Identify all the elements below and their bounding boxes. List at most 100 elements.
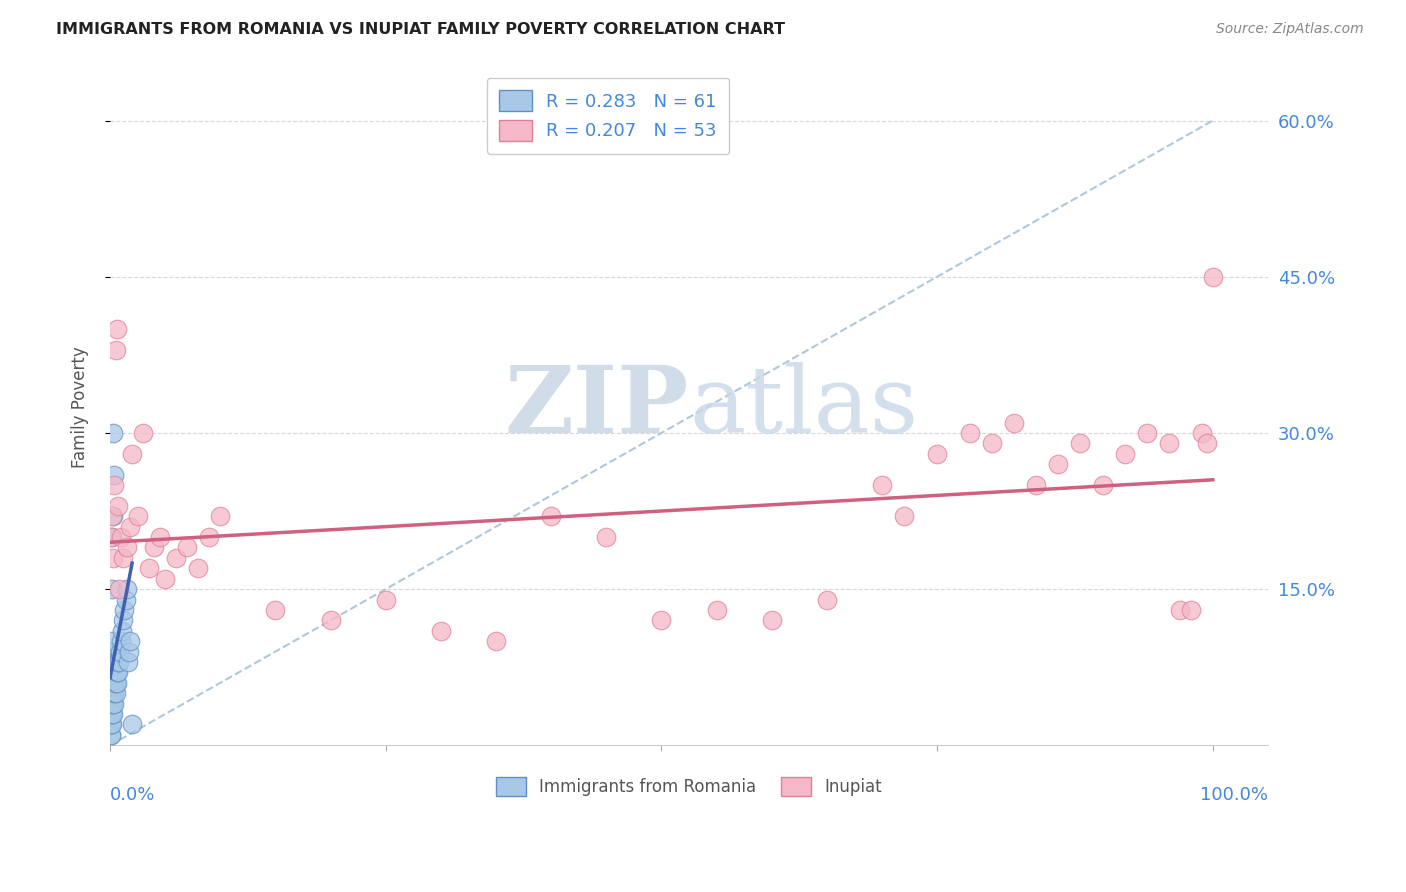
Point bbox=[115, 541, 138, 555]
Point bbox=[105, 322, 128, 336]
Point bbox=[101, 509, 124, 524]
Point bbox=[118, 644, 141, 658]
Point bbox=[108, 644, 131, 658]
Point bbox=[103, 697, 125, 711]
Point bbox=[650, 613, 672, 627]
Point bbox=[103, 478, 125, 492]
Point bbox=[485, 634, 508, 648]
Point bbox=[100, 686, 122, 700]
Point bbox=[104, 343, 127, 357]
Point bbox=[198, 530, 221, 544]
Point bbox=[105, 655, 128, 669]
Text: IMMIGRANTS FROM ROMANIA VS INUPIAT FAMILY POVERTY CORRELATION CHART: IMMIGRANTS FROM ROMANIA VS INUPIAT FAMIL… bbox=[56, 22, 785, 37]
Point bbox=[121, 447, 143, 461]
Point bbox=[100, 728, 122, 742]
Point bbox=[1002, 416, 1025, 430]
Point bbox=[103, 686, 125, 700]
Point bbox=[103, 655, 125, 669]
Point bbox=[103, 675, 125, 690]
Point bbox=[100, 665, 122, 680]
Point bbox=[101, 530, 124, 544]
Point bbox=[100, 675, 122, 690]
Point bbox=[1069, 436, 1091, 450]
Point bbox=[100, 717, 122, 731]
Point bbox=[187, 561, 209, 575]
Point bbox=[706, 603, 728, 617]
Point bbox=[103, 467, 125, 482]
Point bbox=[155, 572, 177, 586]
Point bbox=[118, 519, 141, 533]
Point bbox=[103, 675, 125, 690]
Point bbox=[143, 541, 166, 555]
Point bbox=[100, 665, 122, 680]
Point bbox=[100, 530, 122, 544]
Point bbox=[114, 592, 136, 607]
Point bbox=[110, 530, 132, 544]
Point bbox=[138, 561, 160, 575]
Point bbox=[132, 425, 155, 440]
Point bbox=[105, 675, 128, 690]
Point bbox=[540, 509, 562, 524]
Point bbox=[959, 425, 981, 440]
Point bbox=[101, 644, 124, 658]
Point bbox=[1168, 603, 1191, 617]
Point bbox=[104, 686, 127, 700]
Point bbox=[101, 717, 124, 731]
Point bbox=[112, 603, 135, 617]
Point bbox=[118, 634, 141, 648]
Point bbox=[1114, 447, 1136, 461]
Point bbox=[1025, 478, 1047, 492]
Text: atlas: atlas bbox=[689, 362, 918, 452]
Point bbox=[1191, 425, 1213, 440]
Point bbox=[149, 530, 172, 544]
Point bbox=[103, 697, 125, 711]
Text: Source: ZipAtlas.com: Source: ZipAtlas.com bbox=[1216, 22, 1364, 37]
Point bbox=[108, 655, 131, 669]
Point bbox=[107, 655, 129, 669]
Point bbox=[127, 509, 149, 524]
Point bbox=[374, 592, 396, 607]
Point bbox=[1202, 269, 1225, 284]
Point bbox=[101, 582, 124, 596]
Point bbox=[101, 697, 124, 711]
Point bbox=[100, 697, 122, 711]
Y-axis label: Family Poverty: Family Poverty bbox=[72, 346, 89, 467]
Point bbox=[1091, 478, 1114, 492]
Point bbox=[101, 675, 124, 690]
Point bbox=[100, 655, 122, 669]
Legend: Immigrants from Romania, Inupiat: Immigrants from Romania, Inupiat bbox=[488, 769, 890, 805]
Point bbox=[209, 509, 232, 524]
Point bbox=[108, 582, 131, 596]
Point bbox=[111, 624, 134, 638]
Point bbox=[100, 697, 122, 711]
Point bbox=[100, 675, 122, 690]
Point bbox=[112, 613, 135, 627]
Point bbox=[1136, 425, 1159, 440]
Point bbox=[1197, 436, 1219, 450]
Point bbox=[165, 550, 187, 565]
Point bbox=[100, 728, 122, 742]
Point bbox=[100, 707, 122, 722]
Point bbox=[101, 655, 124, 669]
Point bbox=[100, 717, 122, 731]
Text: 0.0%: 0.0% bbox=[110, 786, 156, 804]
Point bbox=[104, 655, 127, 669]
Point bbox=[430, 624, 453, 638]
Point bbox=[101, 634, 124, 648]
Point bbox=[121, 717, 143, 731]
Point bbox=[1157, 436, 1180, 450]
Point bbox=[101, 686, 124, 700]
Point bbox=[107, 499, 129, 513]
Point bbox=[981, 436, 1004, 450]
Point bbox=[101, 665, 124, 680]
Point bbox=[761, 613, 783, 627]
Point bbox=[103, 509, 125, 524]
Point bbox=[103, 665, 125, 680]
Point bbox=[105, 665, 128, 680]
Point bbox=[100, 686, 122, 700]
Point bbox=[103, 707, 125, 722]
Point bbox=[264, 603, 287, 617]
Point bbox=[103, 550, 125, 565]
Text: ZIP: ZIP bbox=[505, 362, 689, 452]
Point bbox=[117, 655, 139, 669]
